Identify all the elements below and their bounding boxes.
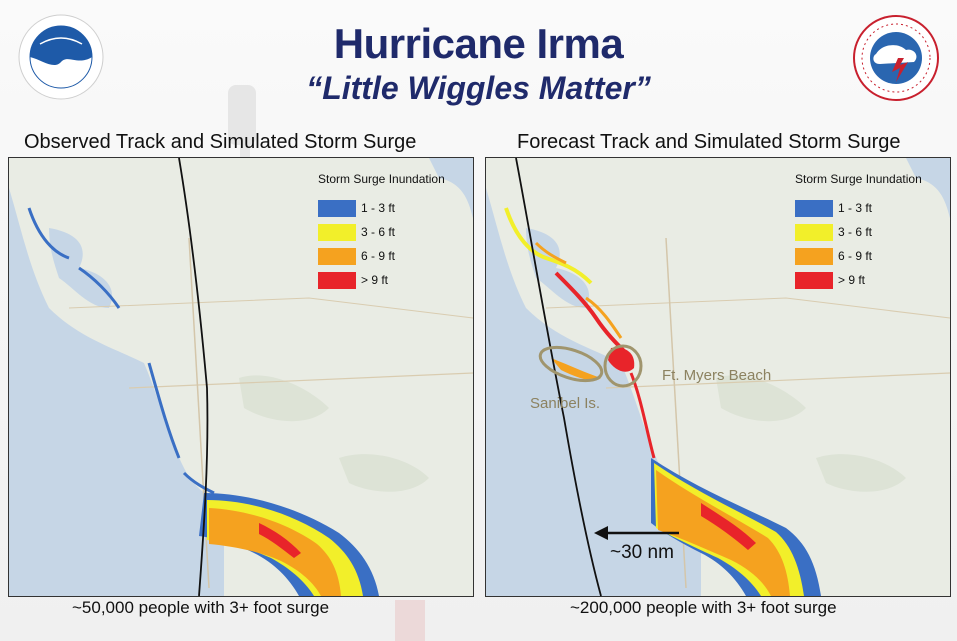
forecast-caption: ~200,000 people with 3+ foot surge [570,598,837,617]
page-title: Hurricane Irma [333,20,624,67]
sanibel-label: Sanibel Is. [530,395,601,412]
legend-label: 3 - 6 ft [361,225,396,239]
legend-swatch-1-3ft [318,199,356,217]
legend-item: 1 - 3 ft [318,196,470,220]
legend-swatch-3-6ft [795,223,833,241]
legend-label: > 9 ft [838,273,866,287]
legend-item: > 9 ft [795,268,947,292]
legend-swatch-over-9ft [318,271,356,289]
legend-item: 6 - 9 ft [795,244,947,268]
legend-label: > 9 ft [361,273,389,287]
national-weather-service-logo [853,15,939,101]
legend-swatch-1-3ft [795,199,833,217]
legend-swatch-6-9ft [795,247,833,265]
legend-label: 3 - 6 ft [838,225,873,239]
legend-title: Storm Surge Inundation [318,172,445,186]
legend-item: 1 - 3 ft [795,196,947,220]
distance-label: ~30 nm [610,542,674,563]
legend-swatch-over-9ft [795,271,833,289]
forecast-map-panel: Storm Surge Inundation 1 - 3 ft 3 - 6 ft… [485,157,951,597]
observed-panel-title: Observed Track and Simulated Storm Surge [24,131,417,153]
observed-caption: ~50,000 people with 3+ foot surge [72,598,330,617]
forecast-legend: Storm Surge Inundation 1 - 3 ft 3 - 6 ft… [795,172,947,292]
legend-swatch-6-9ft [318,247,356,265]
legend-label: 6 - 9 ft [838,249,873,263]
observed-map-panel: Storm Surge Inundation 1 - 3 ft 3 - 6 ft… [8,157,474,597]
legend-title: Storm Surge Inundation [795,172,922,186]
observed-surge-map [9,158,473,596]
legend-label: 1 - 3 ft [838,201,873,215]
legend-label: 1 - 3 ft [361,201,396,215]
sanibel-highlight [538,345,604,383]
ft-myers-highlight [603,344,643,388]
forecast-surge-map [486,158,950,596]
legend-item: 6 - 9 ft [318,244,470,268]
legend-swatch-3-6ft [318,223,356,241]
distance-arrow-head [594,526,608,540]
legend-label: 6 - 9 ft [361,249,396,263]
observed-legend: Storm Surge Inundation 1 - 3 ft 3 - 6 ft… [318,172,470,292]
legend-item: 3 - 6 ft [795,220,947,244]
forecast-panel-title: Forecast Track and Simulated Storm Surge [517,131,901,153]
page-subtitle: “Little Wiggles Matter” [306,70,651,106]
ft-myers-beach-label: Ft. Myers Beach [662,367,772,384]
noaa-logo [18,14,104,100]
legend-item: 3 - 6 ft [318,220,470,244]
legend-item: > 9 ft [318,268,470,292]
